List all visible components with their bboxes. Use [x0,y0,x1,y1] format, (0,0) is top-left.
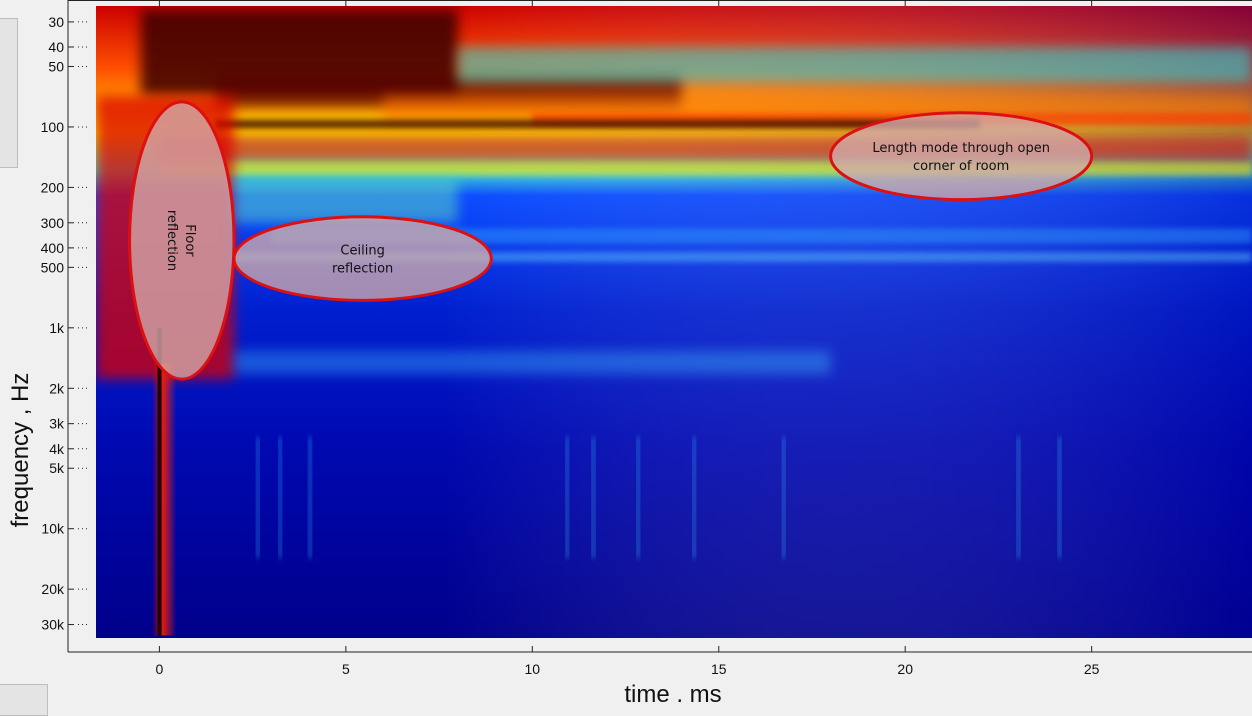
annotation-3: Length mode through open corner of room [829,111,1094,202]
texture-ceiling-halo [233,178,458,223]
annotation-ellipse [128,100,236,381]
y-tick-label: 2k [49,380,65,396]
texture-streak [256,437,260,559]
x-tick-label: 5 [342,661,350,677]
y-tick-label: 200 [41,179,65,195]
y-tick-label: 30k [41,617,65,633]
annotation-label-line: reflection [164,210,179,271]
x-axis: 0 5 10 15 20 25 time , ms [68,0,1252,702]
texture-mid-band-2 [233,252,1252,262]
x-tick-label: 15 [711,661,727,677]
x-tick-label: 0 [155,661,163,677]
annotation-label-line: Ceiling [340,244,384,259]
texture-streak [591,437,595,559]
annotation-label: Ceiling reflection [332,244,393,277]
annotation-label-line: reflection [332,262,393,277]
texture-mid-band [271,228,1252,244]
y-tick-label: 1k [49,320,65,336]
y-tick-label: 20k [41,581,65,597]
annotation-2: Ceiling reflection [232,215,493,302]
y-tick-label: 10k [41,521,65,537]
y-tick-label: 300 [41,215,65,231]
annotation-ellipse [829,111,1094,202]
y-tick-label: 50 [48,58,64,74]
y-tick-label: 100 [41,119,65,135]
texture-streak [782,437,786,559]
plot-area [96,6,1252,638]
x-tick-label: 25 [1084,661,1100,677]
y-tick-label: 4k [49,441,65,457]
annotation-label-line: Length mode through open [872,141,1050,156]
annotation-label-line: corner of room [913,159,1009,174]
y-tick-label: 500 [41,259,65,275]
window-fragment-top-left [0,18,18,168]
annotation-label-line: Floor [182,224,197,257]
y-tick-label: 3k [49,416,65,432]
annotation-ellipse [232,215,493,302]
x-tick-label: 10 [525,661,541,677]
y-tick-label: 5k [49,460,65,476]
texture-cyan-band [457,47,1252,83]
texture-streak [1017,437,1021,559]
x-axis-label: time , ms [624,681,721,702]
texture-dark-ridge [215,119,980,129]
texture-impulse-line [157,327,162,636]
x-tick-label: 20 [897,661,913,677]
texture-streak [278,437,282,559]
texture-streak [692,437,696,559]
heatmap-texture [96,6,1252,638]
annotation-label: Length mode through open corner of room [872,141,1050,174]
texture-streak [1058,437,1062,559]
texture-streak [308,437,312,559]
texture-1k-ridge [233,350,831,375]
y-tick-label: 400 [41,240,65,256]
y-tick-label: 30 [48,14,64,30]
texture-streak [636,437,640,559]
y-axis-label: frequency , Hz [7,373,34,528]
y-axis: 30 40 50 100 200 300 400 500 1k 2k 3k 4k 5k 10k 20k 30k… [7,0,90,652]
texture-streak [565,437,569,559]
y-tick-label: 40 [48,39,64,55]
texture-impulse-glow [151,363,177,636]
